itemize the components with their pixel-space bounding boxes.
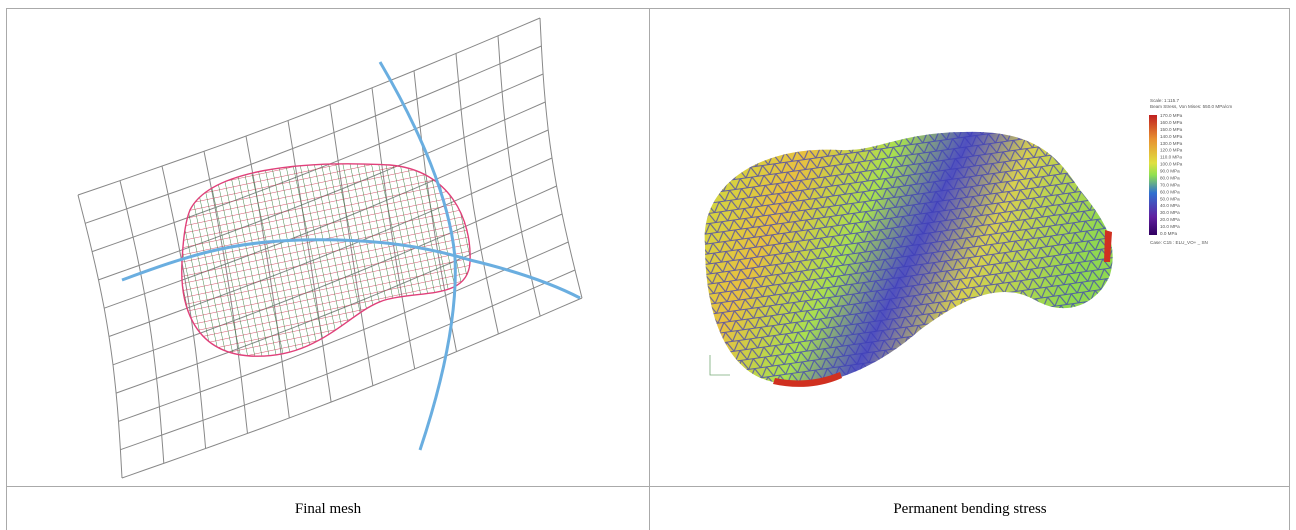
legend-label: 110.0 MPa (1160, 155, 1182, 160)
stress-legend: Scale: 1:115.7 Beam Stress, Von Mises: 5… (1149, 98, 1232, 245)
grid-line (85, 45, 542, 224)
legend-label: 150.0 MPa (1160, 127, 1183, 132)
legend-label: 0.0 MPa (1160, 231, 1178, 236)
legend-label: 130.0 MPa (1160, 141, 1183, 146)
legend-label: 100.0 MPa (1160, 162, 1183, 167)
grid-line (119, 180, 165, 464)
legend-scale: Scale: 1:115.7 (1150, 98, 1179, 103)
legend-colorbar (1149, 115, 1157, 235)
legend-label: 90.0 MPa (1160, 169, 1180, 174)
grid-line (121, 297, 583, 479)
mesh-blob (181, 163, 471, 357)
legend-label: 160.0 MPa (1160, 120, 1183, 125)
legend-label: 170.0 MPa (1160, 113, 1183, 118)
grid-line (118, 241, 569, 422)
table-borders (6, 8, 1290, 530)
legend-label: 10.0 MPa (1160, 224, 1180, 229)
legend-label: 30.0 MPa (1160, 210, 1180, 215)
legend-title: Beam Stress, Von Mises: 550.0 MPa/cm (1150, 104, 1232, 109)
legend-label: 140.0 MPa (1160, 134, 1183, 139)
grid-line (77, 194, 123, 479)
legend-case: Case: C15 : ELU_VO+ _ SN (1150, 240, 1208, 245)
grid-line (455, 53, 499, 335)
legend-label: 50.0 MPa (1160, 196, 1180, 201)
grid-line (539, 17, 583, 299)
caption: Final mesh (295, 501, 362, 517)
legend-label: 60.0 MPa (1160, 189, 1180, 194)
legend-label: 40.0 MPa (1160, 203, 1180, 208)
guide-curves (121, 61, 581, 451)
caption: Permanent bending stress (893, 501, 1046, 517)
legend-label: 20.0 MPa (1160, 217, 1180, 222)
stress-model (704, 131, 1113, 387)
legend-label: 80.0 MPa (1160, 176, 1180, 181)
grid-line (77, 17, 541, 196)
legend-label: 70.0 MPa (1160, 182, 1180, 187)
grid-line (120, 269, 576, 451)
legend-label: 120.0 MPa (1160, 148, 1183, 153)
